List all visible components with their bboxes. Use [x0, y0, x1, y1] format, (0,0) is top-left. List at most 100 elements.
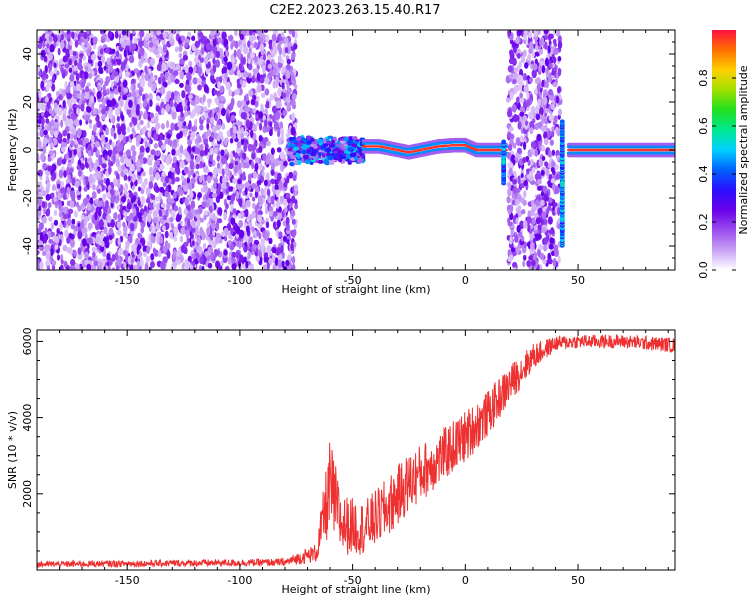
spectrogram-cell — [158, 209, 163, 217]
spectrogram-cell — [187, 31, 192, 38]
spectrogram-cell — [108, 166, 112, 175]
spectrogram-cell — [188, 120, 192, 129]
spectrogram-cell — [257, 30, 262, 35]
spectrogram-cell — [108, 227, 114, 236]
spectrogram-cell — [91, 264, 97, 270]
spectrogram-cell — [152, 247, 157, 254]
spectrogram-cell — [281, 210, 285, 218]
spectrogram-cell — [49, 142, 54, 149]
spectrogram-cell — [225, 203, 229, 210]
spectrogram-cell — [60, 33, 64, 41]
spectrogram-cell — [226, 61, 233, 71]
spectrogram-cell — [194, 118, 198, 128]
spectrogram-cell — [49, 44, 55, 53]
spectrogram-cell — [220, 182, 227, 189]
spectrogram-cell — [272, 264, 277, 270]
spectrogram-cell — [251, 160, 255, 170]
spectrogram-cell — [231, 262, 237, 270]
spectrogram-cell — [270, 178, 276, 184]
spectrogram-cell — [212, 241, 217, 249]
spectrogram-cell — [83, 186, 88, 192]
spectrogram-cell — [143, 98, 148, 107]
spectrogram-cell — [337, 149, 344, 154]
spectrogram-cell — [275, 100, 281, 109]
spectrogram-cell — [237, 212, 242, 219]
spectrogram-cell — [162, 81, 168, 88]
spectrogram-cell — [201, 265, 205, 270]
spectrogram-cell — [223, 249, 228, 256]
spectrogram-cell — [60, 180, 64, 188]
spectrogram-cell — [169, 198, 175, 204]
spectrogram-cell — [57, 192, 62, 201]
spectrogram-cell — [265, 256, 269, 262]
spectrogram-cell — [220, 231, 226, 238]
spectrogram-cell — [278, 46, 283, 56]
spectrogram-cell — [183, 121, 187, 127]
spectrogram-cell — [86, 263, 92, 270]
spectrogram-cell — [123, 168, 129, 175]
spectrogram-cell — [230, 114, 236, 122]
spectrogram-cell — [112, 146, 118, 155]
spectrogram-cell — [84, 161, 88, 168]
spectrogram-cell — [146, 245, 150, 254]
spectrogram-cell — [251, 196, 256, 202]
spectrogram-cell — [200, 47, 205, 55]
spectrogram-cell — [200, 217, 204, 223]
spectrogram-cell — [226, 195, 232, 201]
spectrogram-cell — [229, 152, 234, 162]
spectrogram-cell — [148, 169, 153, 176]
spectrogram-cell — [263, 119, 268, 128]
spectrogram-cell — [87, 157, 93, 164]
spectrogram-cell — [100, 37, 106, 44]
spectrogram-cell — [99, 48, 104, 55]
spectrogram-cell — [185, 151, 189, 158]
spectrogram-cell — [178, 45, 183, 53]
spectrogram-cell — [144, 263, 149, 270]
spectrogram-cell — [512, 261, 518, 269]
spectrogram-cell — [204, 251, 210, 257]
spectrogram-cell — [199, 160, 204, 169]
spectrogram-cell — [139, 145, 145, 153]
spectrogram-cell — [189, 160, 195, 169]
spectrogram-cell — [254, 190, 259, 199]
spectrogram-cell — [115, 158, 120, 168]
spectrogram-cell — [326, 152, 331, 157]
spectrogram-cell — [106, 88, 111, 96]
spectrogram-cell — [225, 49, 229, 57]
spectrogram-cell — [278, 231, 283, 237]
spectrogram-cell — [240, 132, 245, 140]
spectrogram-cell — [195, 252, 200, 259]
spectrogram-cell — [255, 186, 260, 193]
spectrogram-cell — [148, 181, 154, 190]
spectrogram-cell — [58, 58, 64, 65]
spectrogram-cell — [94, 211, 98, 221]
spectrogram-cell — [169, 37, 174, 45]
spectrogram-cell — [162, 245, 168, 254]
spectrogram-cell — [118, 247, 124, 256]
spectrogram-cell — [38, 199, 42, 206]
spectrogram-cell — [76, 107, 81, 115]
spectrogram-cell — [121, 41, 127, 48]
spectrogram-cell — [113, 132, 117, 140]
spectrogram-cell — [208, 210, 214, 218]
spectrogram-cell — [97, 60, 103, 68]
spectrogram-cell — [249, 192, 253, 198]
spectrogram-cell — [212, 212, 216, 222]
spectrogram-cell — [84, 137, 90, 144]
spectrogram-cell — [306, 135, 312, 140]
spectrogram-cell — [291, 255, 296, 265]
spectrogram-cell — [203, 56, 209, 65]
spectrogram-cell — [328, 143, 336, 148]
spectrogram-cell — [282, 109, 288, 117]
spectrogram-cell — [210, 52, 215, 60]
spectrogram-cell — [161, 144, 166, 151]
spectrogram-cell — [242, 46, 249, 55]
spectrogram-cell — [306, 148, 311, 155]
spectrogram-cell — [150, 234, 154, 244]
spectrogram-cell — [72, 90, 78, 100]
spectrogram-cell — [133, 247, 137, 256]
spectrogram-cell — [68, 67, 73, 73]
spectrogram-cell — [57, 133, 63, 139]
spectrogram-cell — [139, 30, 145, 38]
spectrogram-cell — [167, 153, 172, 162]
